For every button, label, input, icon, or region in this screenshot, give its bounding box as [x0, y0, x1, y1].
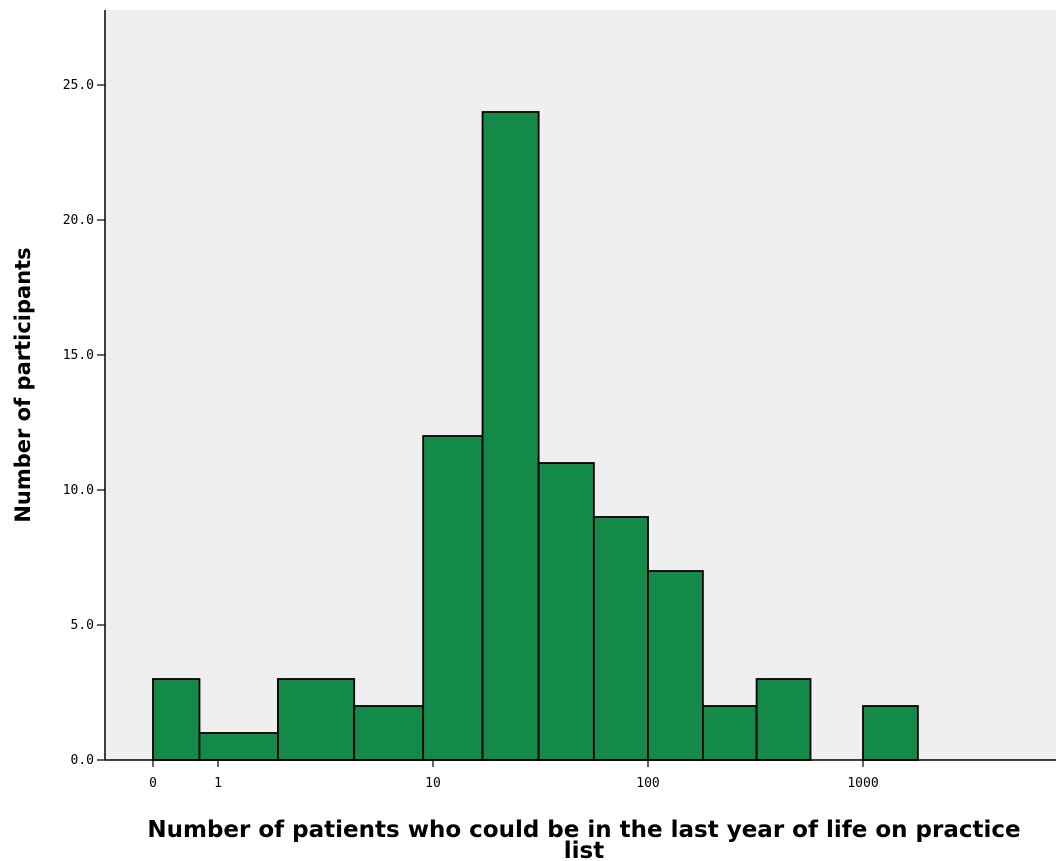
- x-axis-ticks: 0110100100010000: [149, 760, 879, 791]
- y-tick-label-1: 5.0: [71, 618, 94, 633]
- histogram-bar-4: [422, 435, 484, 761]
- histogram-bar-6: [537, 462, 595, 761]
- histogram-bar-5: [481, 111, 540, 761]
- y-axis-title: Number of participants: [11, 247, 35, 522]
- y-tick-label-3: 15.0: [63, 348, 94, 363]
- x-tick-label-4: 1000: [847, 776, 878, 791]
- x-tick-label-3: 100: [636, 776, 659, 791]
- y-tick-label-4: 20.0: [63, 213, 94, 228]
- y-tick-label-0: 0.0: [71, 753, 94, 768]
- y-axis-ticks: 0.0 5.0 10.0 15.0 20.0 25.0: [63, 78, 105, 768]
- x-tick-label-0: 0: [149, 776, 157, 791]
- x-tick-label-2: 10: [425, 776, 441, 791]
- histogram-bar-0: [152, 678, 201, 761]
- histogram-bar-10: [755, 678, 812, 761]
- histogram-bar-9: [701, 705, 758, 761]
- histogram-bar-3: [353, 705, 425, 761]
- y-tick-label-5: 25.0: [63, 78, 94, 93]
- histogram-bar-1: [198, 732, 279, 761]
- histogram-bar-8: [647, 570, 704, 761]
- x-tick-label-1: 1: [214, 776, 222, 791]
- histogram-bar-12: [862, 705, 919, 761]
- histogram-bars: [152, 111, 919, 761]
- histogram-bar-7: [592, 516, 649, 761]
- x-axis-title-line-2: list: [564, 838, 604, 861]
- histogram-bar-2: [277, 678, 356, 761]
- y-tick-label-2: 10.0: [63, 483, 94, 498]
- x-axis-title-line-1: Number of patients who could be in the l…: [147, 817, 1020, 843]
